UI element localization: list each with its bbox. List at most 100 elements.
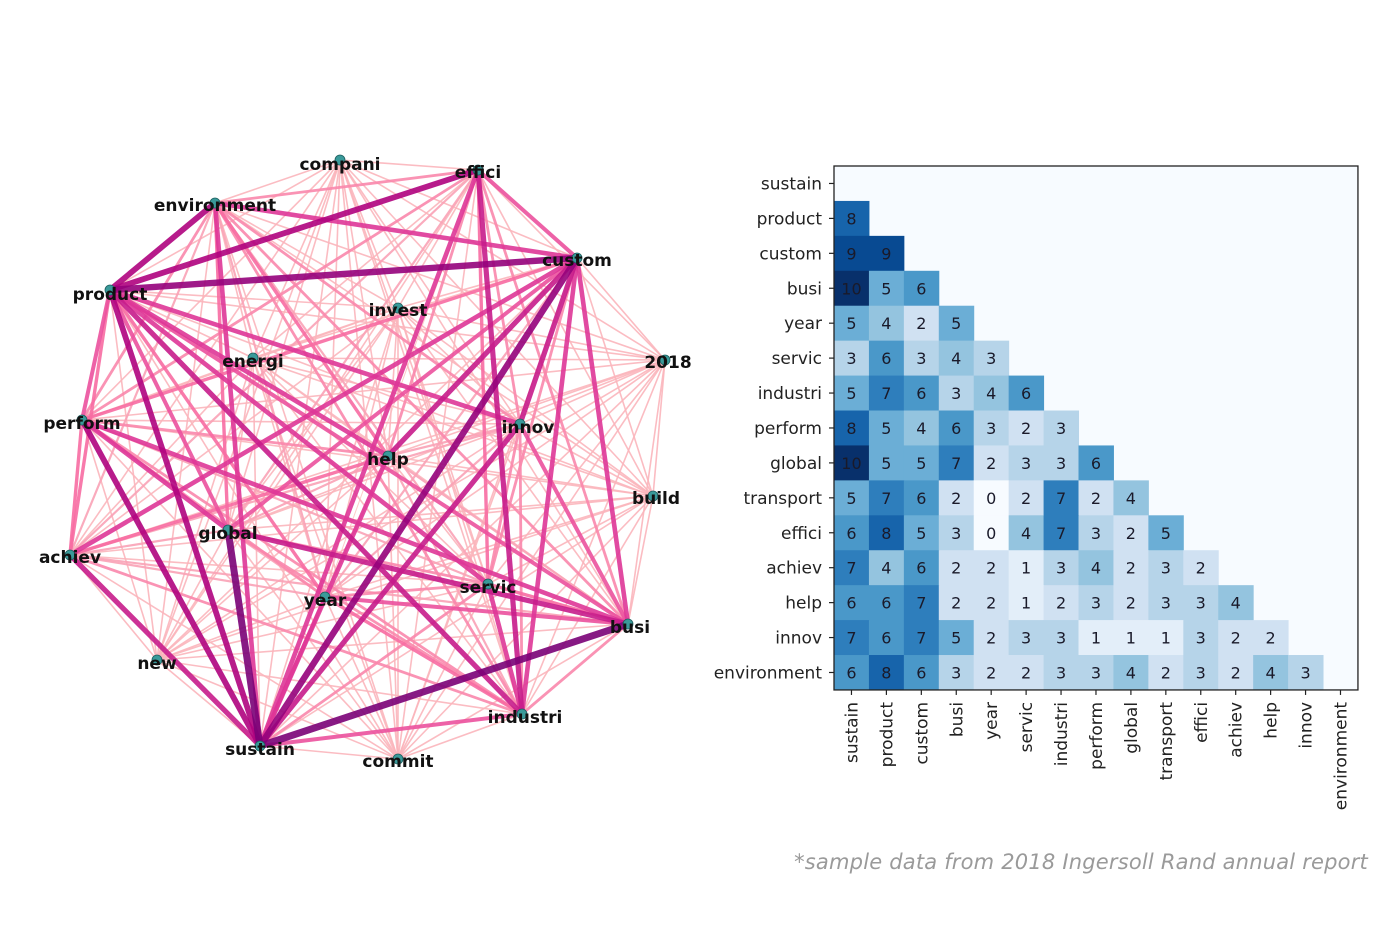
network-node-label: global xyxy=(198,524,257,544)
heatmap-cell xyxy=(973,655,1010,691)
network-edge xyxy=(397,583,489,760)
network-edge xyxy=(324,495,654,598)
heatmap-cell xyxy=(868,585,905,621)
x-tick-label: effici xyxy=(1192,702,1212,743)
network-edge xyxy=(521,359,666,715)
heatmap-cell xyxy=(903,515,940,551)
heatmap-cell xyxy=(1078,480,1114,516)
network-node xyxy=(254,740,266,752)
heatmap-cell-label: 6 xyxy=(951,419,961,438)
heatmap-cell-label: 6 xyxy=(916,489,926,508)
network-edge xyxy=(259,582,489,748)
y-tick-label: year xyxy=(784,314,822,334)
network-edge xyxy=(156,623,629,661)
network-edge xyxy=(252,357,654,497)
network-node xyxy=(247,352,259,364)
network-node-label: product xyxy=(73,285,148,305)
network-edge xyxy=(387,455,489,585)
network-edge xyxy=(486,257,579,585)
heatmap-cell-label: 8 xyxy=(881,663,891,682)
heatmap-cell xyxy=(1078,550,1114,586)
network-edge xyxy=(485,583,525,715)
network-edge xyxy=(69,554,489,585)
network-edge xyxy=(475,169,525,715)
x-tick-label: achiev xyxy=(1227,702,1247,758)
heatmap-cell-label: 2 xyxy=(986,629,996,648)
heatmap-cell-label: 3 xyxy=(951,663,961,682)
heatmap-cell-label: 5 xyxy=(951,314,961,333)
heatmap-cell-label: 1 xyxy=(1091,629,1101,648)
heatmap-cell-label: 3 xyxy=(1300,663,1310,682)
heatmap-cell-label: 2 xyxy=(1021,489,1031,508)
heatmap-cell-label: 4 xyxy=(1126,663,1136,682)
heatmap-cell xyxy=(1148,515,1184,551)
heatmap-cell-label: 3 xyxy=(1161,594,1171,613)
network-edge xyxy=(259,359,666,747)
heatmap-cell-label: 10 xyxy=(841,454,861,473)
heatmap-cell-label: 6 xyxy=(846,663,856,682)
heatmap-cell-label: 1 xyxy=(1161,629,1171,648)
heatmap-cell-label: 6 xyxy=(846,594,856,613)
network-edge xyxy=(476,169,490,585)
network-edge xyxy=(69,553,326,599)
network-node xyxy=(209,197,221,209)
heatmap-cell-label: 3 xyxy=(986,419,996,438)
network-edge xyxy=(339,159,479,171)
heatmap-cell xyxy=(868,655,905,691)
heatmap-cell xyxy=(903,445,940,481)
heatmap-cell xyxy=(834,655,870,691)
heatmap-cell-label: 7 xyxy=(1056,489,1066,508)
network-node-label: effici xyxy=(455,163,501,183)
heatmap-cell xyxy=(834,410,870,446)
network-edge xyxy=(107,289,263,747)
heatmap-cell xyxy=(1288,655,1324,691)
heatmap-cell xyxy=(1043,620,1080,656)
heatmap-cell xyxy=(1113,480,1149,516)
y-tick-label: sustain xyxy=(761,174,822,194)
network-node xyxy=(222,524,234,536)
heatmap-cell xyxy=(973,340,1010,377)
heatmap-cell-label: 6 xyxy=(846,524,856,543)
heatmap-cell-label: 2 xyxy=(1126,559,1136,578)
x-tick-label: perform xyxy=(1087,702,1107,770)
heatmap-cell-label: 2 xyxy=(1231,629,1241,648)
heatmap-cell xyxy=(868,445,905,481)
heatmap-cell xyxy=(938,410,975,446)
heatmap-cell xyxy=(1043,655,1080,691)
heatmap-cell-label: 2 xyxy=(1196,559,1206,578)
heatmap-cell-label: 6 xyxy=(916,279,926,298)
heatmap-cell xyxy=(1183,585,1219,621)
heatmap-cell-label: 2 xyxy=(986,454,996,473)
network-node xyxy=(76,414,88,426)
heatmap-cell xyxy=(903,375,940,412)
heatmap-cell xyxy=(1008,410,1045,446)
heatmap-cell xyxy=(1008,445,1045,481)
heatmap-cell xyxy=(868,550,905,586)
network-edge xyxy=(574,257,631,625)
heatmap-cell xyxy=(973,550,1010,586)
network-node-label: industri xyxy=(488,708,563,728)
heatmap-cell-label: 3 xyxy=(1056,419,1066,438)
heatmap-cell-label: 0 xyxy=(986,524,996,543)
heatmap-cell-label: 3 xyxy=(951,384,961,403)
footnote: *sample data from 2018 Ingersoll Rand an… xyxy=(794,850,1368,874)
network-edge xyxy=(81,256,578,422)
network-edge xyxy=(81,159,341,421)
heatmap-cell-label: 4 xyxy=(951,349,961,368)
network-node xyxy=(571,252,583,264)
heatmap-cell xyxy=(938,375,975,412)
heatmap-cell xyxy=(1113,655,1149,691)
heatmap-cell xyxy=(903,550,940,586)
heatmap-cell xyxy=(1113,585,1149,621)
heatmap-cell-label: 2 xyxy=(1126,594,1136,613)
heatmap-cell xyxy=(1148,655,1184,691)
x-tick-label: transport xyxy=(1157,702,1177,781)
heatmap-cell xyxy=(903,480,940,516)
network-edge xyxy=(213,202,327,598)
heatmap-cell-label: 3 xyxy=(1091,594,1101,613)
heatmap-cell-label: 2 xyxy=(1091,489,1101,508)
network-node-label: achiev xyxy=(39,548,101,568)
network-edge xyxy=(227,169,479,531)
heatmap-cell-label: 3 xyxy=(1091,524,1101,543)
